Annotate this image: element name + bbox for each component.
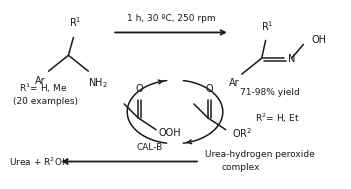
Text: Ar: Ar: [35, 76, 46, 86]
Text: complex: complex: [222, 163, 260, 172]
Text: OR$^2$: OR$^2$: [232, 126, 252, 140]
Text: O: O: [205, 84, 213, 94]
Text: N: N: [288, 54, 295, 64]
Text: NH$_2$: NH$_2$: [88, 76, 108, 90]
Text: R$^1$: R$^1$: [261, 20, 274, 33]
Text: R$^1$= H, Me: R$^1$= H, Me: [19, 81, 67, 95]
Text: 71-98% yield: 71-98% yield: [240, 88, 299, 97]
Text: Urea + R$^2$OH: Urea + R$^2$OH: [9, 155, 69, 168]
Text: O: O: [135, 84, 143, 94]
Text: Urea-hydrogen peroxide: Urea-hydrogen peroxide: [205, 150, 314, 159]
Text: R$^2$= H, Et: R$^2$= H, Et: [255, 111, 299, 125]
Text: Ar: Ar: [229, 78, 239, 88]
Text: OOH: OOH: [159, 128, 181, 138]
Text: 1 h, 30 ºC, 250 rpm: 1 h, 30 ºC, 250 rpm: [127, 14, 215, 22]
Text: OH: OH: [311, 35, 326, 45]
Text: CAL-B: CAL-B: [137, 143, 163, 152]
Text: R$^1$: R$^1$: [69, 16, 82, 29]
Text: (20 examples): (20 examples): [13, 98, 78, 106]
